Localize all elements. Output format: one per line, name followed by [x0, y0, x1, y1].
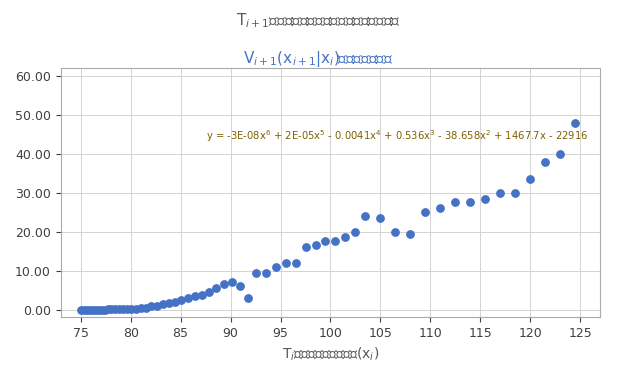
Point: [141, 305, 151, 311]
Point: [152, 303, 162, 309]
Point: [78, 307, 89, 313]
Point: [526, 176, 536, 182]
Point: [435, 205, 445, 211]
Point: [405, 231, 415, 237]
Point: [340, 234, 350, 240]
Point: [243, 295, 253, 301]
Text: y = -3E-08x$^6$ + 2E-05x$^5$ - 0.0041x$^4$ + 0.536x$^3$ - 38.658x$^2$ + 1467.7x : y = -3E-08x$^6$ + 2E-05x$^5$ - 0.0041x$^…: [206, 128, 589, 144]
Point: [280, 260, 290, 266]
Point: [94, 307, 104, 313]
Point: [261, 270, 271, 276]
Point: [390, 229, 401, 235]
Point: [555, 151, 566, 157]
Point: [495, 190, 505, 196]
Point: [210, 285, 220, 291]
Point: [227, 279, 237, 285]
Point: [85, 307, 95, 313]
Point: [122, 306, 132, 312]
Point: [90, 307, 101, 313]
Point: [97, 307, 107, 313]
Point: [169, 299, 180, 305]
Point: [145, 304, 155, 310]
Point: [331, 239, 341, 245]
Point: [176, 297, 186, 303]
Point: [131, 306, 141, 312]
Point: [540, 158, 550, 164]
Point: [250, 270, 261, 276]
Point: [350, 229, 361, 235]
Point: [301, 244, 311, 250]
Point: [510, 190, 520, 196]
Point: [164, 299, 174, 305]
Point: [465, 199, 475, 205]
Point: [290, 260, 301, 266]
Point: [110, 306, 120, 312]
Point: [234, 283, 245, 289]
Point: [320, 239, 331, 245]
Point: [310, 242, 320, 248]
Text: V$_{i+1}$(x$_{i+1}$|x$_i$)対する回帰曲線: V$_{i+1}$(x$_{i+1}$|x$_i$)対する回帰曲線: [243, 49, 394, 69]
Point: [196, 292, 206, 298]
Point: [183, 295, 193, 301]
Point: [375, 215, 385, 221]
Point: [203, 289, 213, 295]
Text: T$_{i+1}$時のサンプル経路上のオプション価値: T$_{i+1}$時のサンプル経路上のオプション価値: [236, 11, 401, 30]
Point: [88, 307, 98, 313]
Point: [157, 301, 168, 307]
Point: [118, 306, 128, 312]
Point: [82, 307, 92, 313]
Point: [218, 281, 229, 287]
Point: [570, 119, 580, 125]
Point: [106, 306, 116, 312]
Point: [361, 213, 371, 219]
Point: [103, 306, 113, 312]
X-axis label: T$_i$におけるサンプル値(x$_i$): T$_i$におけるサンプル値(x$_i$): [282, 345, 379, 363]
Point: [125, 306, 136, 312]
Point: [271, 264, 281, 270]
Point: [99, 307, 110, 313]
Point: [190, 293, 200, 299]
Point: [113, 306, 124, 312]
Point: [450, 199, 461, 205]
Point: [136, 305, 146, 311]
Point: [480, 195, 490, 201]
Point: [420, 209, 431, 215]
Point: [76, 307, 86, 313]
